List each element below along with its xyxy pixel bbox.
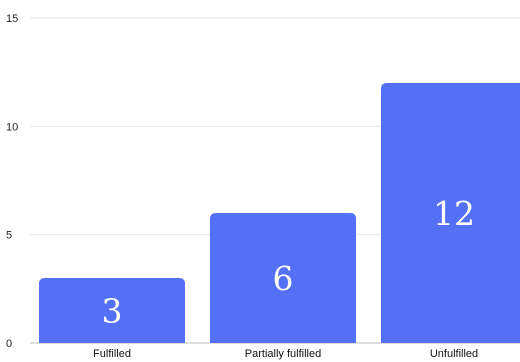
- data-label: 12: [433, 194, 475, 233]
- y-tick-label: 0: [6, 338, 12, 350]
- y-tick-label: 10: [6, 121, 18, 133]
- x-tick-label: Fulfilled: [93, 348, 131, 360]
- bar-partially-fulfilled: [210, 213, 356, 343]
- data-label: 3: [102, 292, 123, 331]
- bars: [39, 83, 520, 343]
- x-tick-label: Unfulfilled: [430, 348, 478, 360]
- bar-unfulfilled: [381, 83, 520, 343]
- bar-fulfilled: [39, 278, 185, 343]
- data-label: 6: [273, 259, 294, 298]
- y-tick-label: 5: [6, 230, 12, 242]
- x-tick-label: Partially fulfilled: [245, 348, 321, 360]
- y-tick-label: 15: [6, 13, 18, 25]
- x-axis-labels: Fulfilled Partially fulfilled Unfulfilled: [93, 348, 478, 360]
- y-axis-ticks: 0 5 10 15: [6, 13, 18, 350]
- data-labels: 3 6 12: [102, 194, 476, 331]
